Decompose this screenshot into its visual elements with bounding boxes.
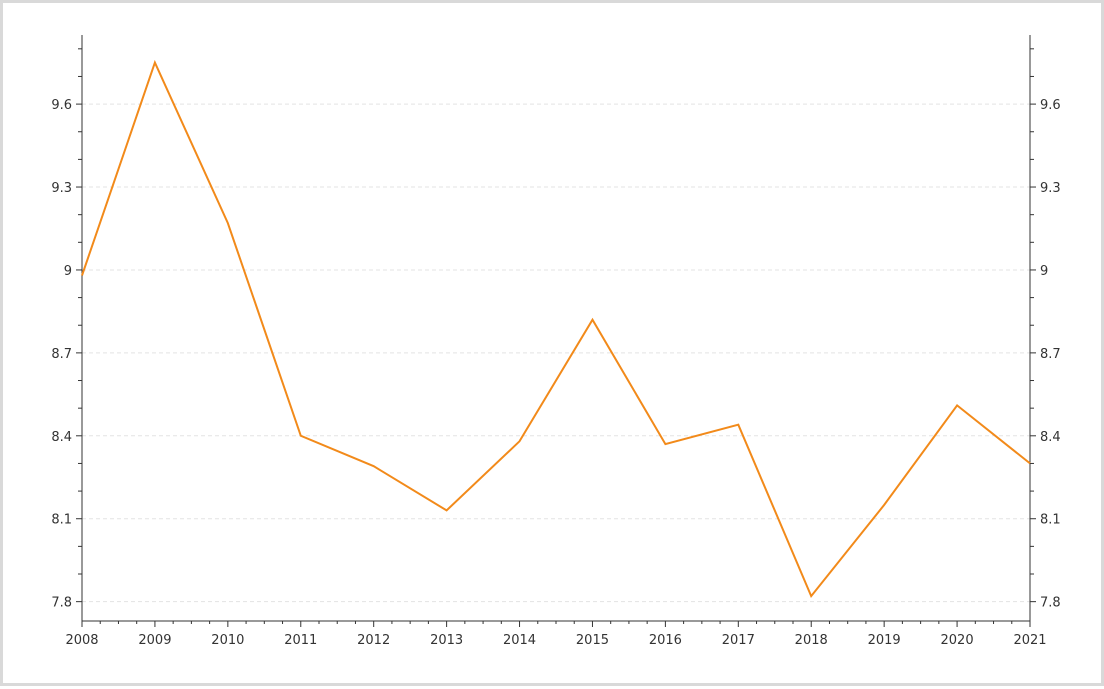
y-tick-label-left: 9 xyxy=(64,264,72,279)
axes xyxy=(76,35,1036,627)
line-chart: 7.8 7.8 8.1 8.1 8.4 8.4 8.7 8.7 9 9 9.3 9.3 9.6 9.6 20… xyxy=(51,35,1061,648)
y-tick-label-right: 9.6 xyxy=(1040,98,1061,113)
x-tick-label: 2013 xyxy=(430,633,463,648)
x-tick-label: 2011 xyxy=(284,633,317,648)
x-tick-label: 2008 xyxy=(65,633,98,648)
x-tick-label: 2021 xyxy=(1013,633,1046,648)
y-tick-label-right: 7.8 xyxy=(1040,596,1061,611)
y-tick-label-right: 9.3 xyxy=(1040,181,1061,196)
x-tick-label: 2010 xyxy=(211,633,244,648)
x-tick-label: 2019 xyxy=(868,633,901,648)
series-layer xyxy=(81,59,1031,599)
x-tick-label: 2014 xyxy=(503,633,536,648)
y-tick-label-left: 9.6 xyxy=(51,98,72,113)
series-line xyxy=(81,59,1031,599)
tick-labels: 7.8 7.8 8.1 8.1 8.4 8.4 8.7 8.7 9 9 9.3 9.3 9.6 9.6 20… xyxy=(51,98,1060,648)
y-tick-label-left: 8.1 xyxy=(51,513,72,528)
y-tick-label-left: 8.4 xyxy=(51,430,72,445)
x-tick-label: 2015 xyxy=(576,633,609,648)
y-tick-label-right: 8.7 xyxy=(1040,347,1061,362)
y-tick-label-right: 9 xyxy=(1040,264,1048,279)
y-tick-label-right: 8.4 xyxy=(1040,430,1061,445)
x-tick-label: 2018 xyxy=(795,633,828,648)
x-tick-label: 2020 xyxy=(941,633,974,648)
x-tick-label: 2016 xyxy=(649,633,682,648)
y-tick-label-right: 8.1 xyxy=(1040,513,1061,528)
y-tick-label-left: 8.7 xyxy=(51,347,72,362)
y-tick-label-left: 9.3 xyxy=(51,181,72,196)
x-tick-label: 2012 xyxy=(357,633,390,648)
grid-lines xyxy=(82,103,1030,603)
x-tick-label: 2017 xyxy=(722,633,755,648)
y-tick-label-left: 7.8 xyxy=(51,596,72,611)
x-tick-label: 2009 xyxy=(138,633,171,648)
